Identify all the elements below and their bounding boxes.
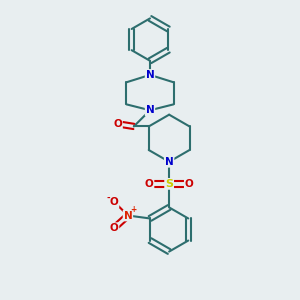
Text: -: -: [106, 194, 110, 203]
Text: N: N: [124, 211, 132, 220]
Text: N: N: [146, 105, 154, 115]
Text: N: N: [165, 157, 173, 167]
Text: O: O: [145, 179, 154, 189]
Text: O: O: [113, 119, 122, 129]
Text: O: O: [185, 179, 194, 189]
Text: +: +: [131, 205, 137, 214]
Text: N: N: [146, 70, 154, 80]
Text: O: O: [110, 223, 118, 233]
Text: S: S: [165, 179, 173, 189]
Text: O: O: [110, 197, 118, 207]
